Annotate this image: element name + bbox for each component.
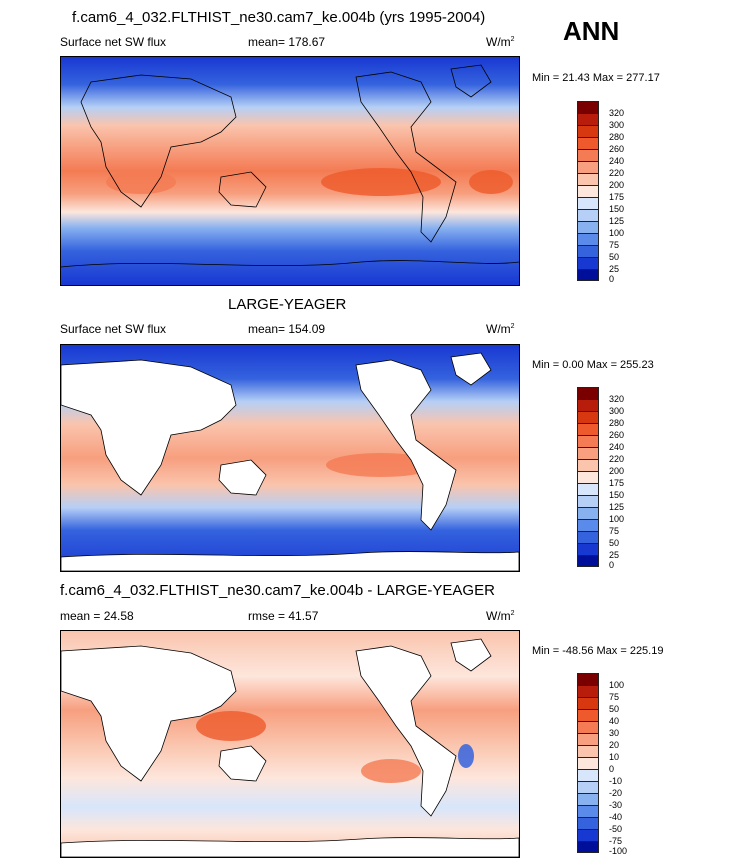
colorbar-tick-label: 220 (609, 168, 625, 178)
colorbar-tick-label: -50 (609, 824, 623, 834)
colorbar-tick-label: 200 (609, 180, 625, 190)
panel-1-hotspot-pacific (321, 168, 441, 196)
panel-2-mean-label: mean= 154.09 (248, 322, 326, 336)
panel-2-land-antarctica (61, 551, 519, 571)
colorbar-tick-label: 260 (609, 144, 625, 154)
colorbar-tick-label: 50 (609, 538, 620, 548)
colorbar-tick-label: 240 (609, 156, 625, 166)
panel-1-hotspot-indian (106, 170, 176, 194)
colorbar-swatch (577, 269, 599, 281)
colorbar-tick-label: 50 (609, 252, 620, 262)
colorbar-tick-label: -75 (609, 836, 623, 846)
panel-3-rmse-label: rmse = 41.57 (248, 609, 319, 623)
colorbar-tick-label: 25 (609, 264, 620, 274)
panel-3-title: f.cam6_4_032.FLTHIST_ne30.cam7_ke.004b -… (60, 582, 495, 599)
panel-1-hotspot-atlantic (469, 170, 513, 194)
panel-2-units: W/m2 (486, 322, 515, 336)
panel-1-coast-greenland (450, 64, 492, 98)
panel-1-mean-label: mean= 178.67 (248, 35, 326, 49)
colorbar-tick-label: 25 (609, 550, 620, 560)
colorbar-tick-label: 300 (609, 406, 625, 416)
colorbar-tick-label: 220 (609, 454, 625, 464)
colorbar-tick-label: 100 (609, 514, 625, 524)
panel-3-land-africa-eurasia (61, 645, 237, 782)
panel-3-land-australia (218, 745, 267, 782)
panel-3-land-antarctica (61, 837, 519, 857)
panel-2-variable-label: Surface net SW flux (60, 322, 167, 336)
panel-2-land-americas (355, 359, 457, 531)
colorbar-tick-label: 50 (609, 704, 620, 714)
colorbar-tick-label: 150 (609, 490, 625, 500)
panel-2-minmax: Min = 0.00 Max = 255.23 (532, 359, 654, 371)
colorbar-tick-label: 280 (609, 132, 625, 142)
colorbar-tick-label: 30 (609, 728, 620, 738)
panel-1-coast-africa-eurasia (80, 74, 237, 208)
panel-2-colorbar: 320 300 280 260 240 220 200 175 150 125 … (577, 387, 624, 570)
panel-2-land-africa-eurasia (61, 359, 237, 496)
colorbar-tick-label: 75 (609, 526, 620, 536)
colorbar-tick-label: 20 (609, 740, 620, 750)
panel-1-coast-americas (355, 71, 457, 243)
panel-1-minmax: Min = 21.43 Max = 277.17 (532, 72, 660, 84)
colorbar-tick-label: -10 (609, 776, 623, 786)
panel-3-colorbar: 100 75 50 40 30 20 10 0 -10 -20 -30 -40 … (577, 673, 627, 856)
colorbar-tick-label: 300 (609, 120, 625, 130)
colorbar-tick-label: 175 (609, 478, 625, 488)
panel-3-mean-label: mean = 24.58 (60, 609, 134, 623)
colorbar-tick-label: 280 (609, 418, 625, 428)
colorbar-tick-label: -20 (609, 788, 623, 798)
colorbar-tick-label: 200 (609, 466, 625, 476)
colorbar-tick-label: 125 (609, 502, 625, 512)
colorbar-tick-label: 0 (609, 274, 615, 284)
panel-1-title: f.cam6_4_032.FLTHIST_ne30.cam7_ke.004b (… (72, 9, 486, 26)
panel-3-minmax: Min = -48.56 Max = 225.19 (532, 645, 664, 657)
colorbar-tick-label: 175 (609, 192, 625, 202)
colorbar-tick-label: -30 (609, 800, 623, 810)
colorbar-tick-label: 125 (609, 216, 625, 226)
panel-2-title: LARGE-YEAGER (228, 296, 347, 313)
panel-3-hotspot-pacific (361, 759, 421, 783)
panel-1-units: W/m2 (486, 35, 515, 49)
colorbar-tick-label: 0 (609, 764, 615, 774)
colorbar-tick-label: -100 (609, 846, 628, 856)
panel-3-land-americas (355, 645, 457, 817)
panel-3-coldspot-peru (458, 744, 474, 768)
panel-1-coast-antarctica (61, 260, 519, 268)
panel-3-land-greenland (450, 638, 492, 672)
panel-3-hotspot-maritime (196, 711, 266, 741)
colorbar-tick-label: 100 (609, 228, 625, 238)
panel-1-variable-label: Surface net SW flux (60, 35, 167, 49)
colorbar-tick-label: 75 (609, 692, 620, 702)
colorbar-swatch (577, 841, 599, 853)
colorbar-swatch (577, 555, 599, 567)
colorbar-tick-label: 40 (609, 716, 620, 726)
colorbar-tick-label: 100 (609, 680, 625, 690)
colorbar-tick-label: 75 (609, 240, 620, 250)
panel-1-colorbar: 320 300 280 260 240 220 200 175 150 125 … (577, 101, 624, 284)
colorbar-tick-label: 260 (609, 430, 625, 440)
panel-1-coast-australia (218, 171, 267, 208)
panel-2-hotspot-pacific (326, 453, 436, 477)
panel-2-land-australia (218, 459, 267, 496)
colorbar-tick-label: 0 (609, 560, 615, 570)
panel-2-land-greenland (450, 352, 492, 386)
panel-2-map (60, 344, 520, 572)
colorbar-tick-label: 320 (609, 394, 625, 404)
colorbar-tick-label: 240 (609, 442, 625, 452)
panel-3-units: W/m2 (486, 609, 515, 623)
panel-3-map (60, 630, 520, 858)
colorbar-tick-label: 150 (609, 204, 625, 214)
colorbar-tick-label: -40 (609, 812, 623, 822)
panel-1-map (60, 56, 520, 286)
season-label: ANN (563, 16, 620, 46)
colorbar-tick-label: 10 (609, 752, 620, 762)
colorbar-tick-label: 320 (609, 108, 625, 118)
